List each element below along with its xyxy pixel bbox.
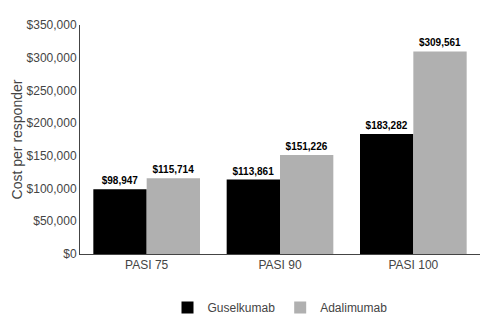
- svg-text:$183,282: $183,282: [366, 120, 408, 131]
- svg-text:$0: $0: [63, 247, 77, 261]
- svg-text:$309,561: $309,561: [419, 37, 461, 48]
- svg-text:$115,714: $115,714: [153, 164, 195, 175]
- svg-text:$113,861: $113,861: [233, 166, 275, 177]
- svg-text:Adalimumab: Adalimumab: [320, 301, 387, 315]
- svg-text:PASI 75: PASI 75: [125, 258, 168, 272]
- svg-text:Guselkumab: Guselkumab: [208, 301, 276, 315]
- svg-text:$200,000: $200,000: [27, 116, 77, 130]
- svg-text:PASI 90: PASI 90: [258, 258, 301, 272]
- svg-text:$100,000: $100,000: [27, 182, 77, 196]
- svg-text:$350,000: $350,000: [27, 18, 77, 32]
- svg-text:$250,000: $250,000: [27, 84, 77, 98]
- svg-text:$50,000: $50,000: [33, 214, 77, 228]
- svg-text:PASI 100: PASI 100: [388, 258, 438, 272]
- svg-text:$150,000: $150,000: [27, 149, 77, 163]
- svg-text:$98,947: $98,947: [102, 175, 139, 186]
- svg-text:$151,226: $151,226: [286, 141, 328, 152]
- svg-text:Cost per responder: Cost per responder: [9, 79, 25, 199]
- svg-text:$300,000: $300,000: [27, 51, 77, 65]
